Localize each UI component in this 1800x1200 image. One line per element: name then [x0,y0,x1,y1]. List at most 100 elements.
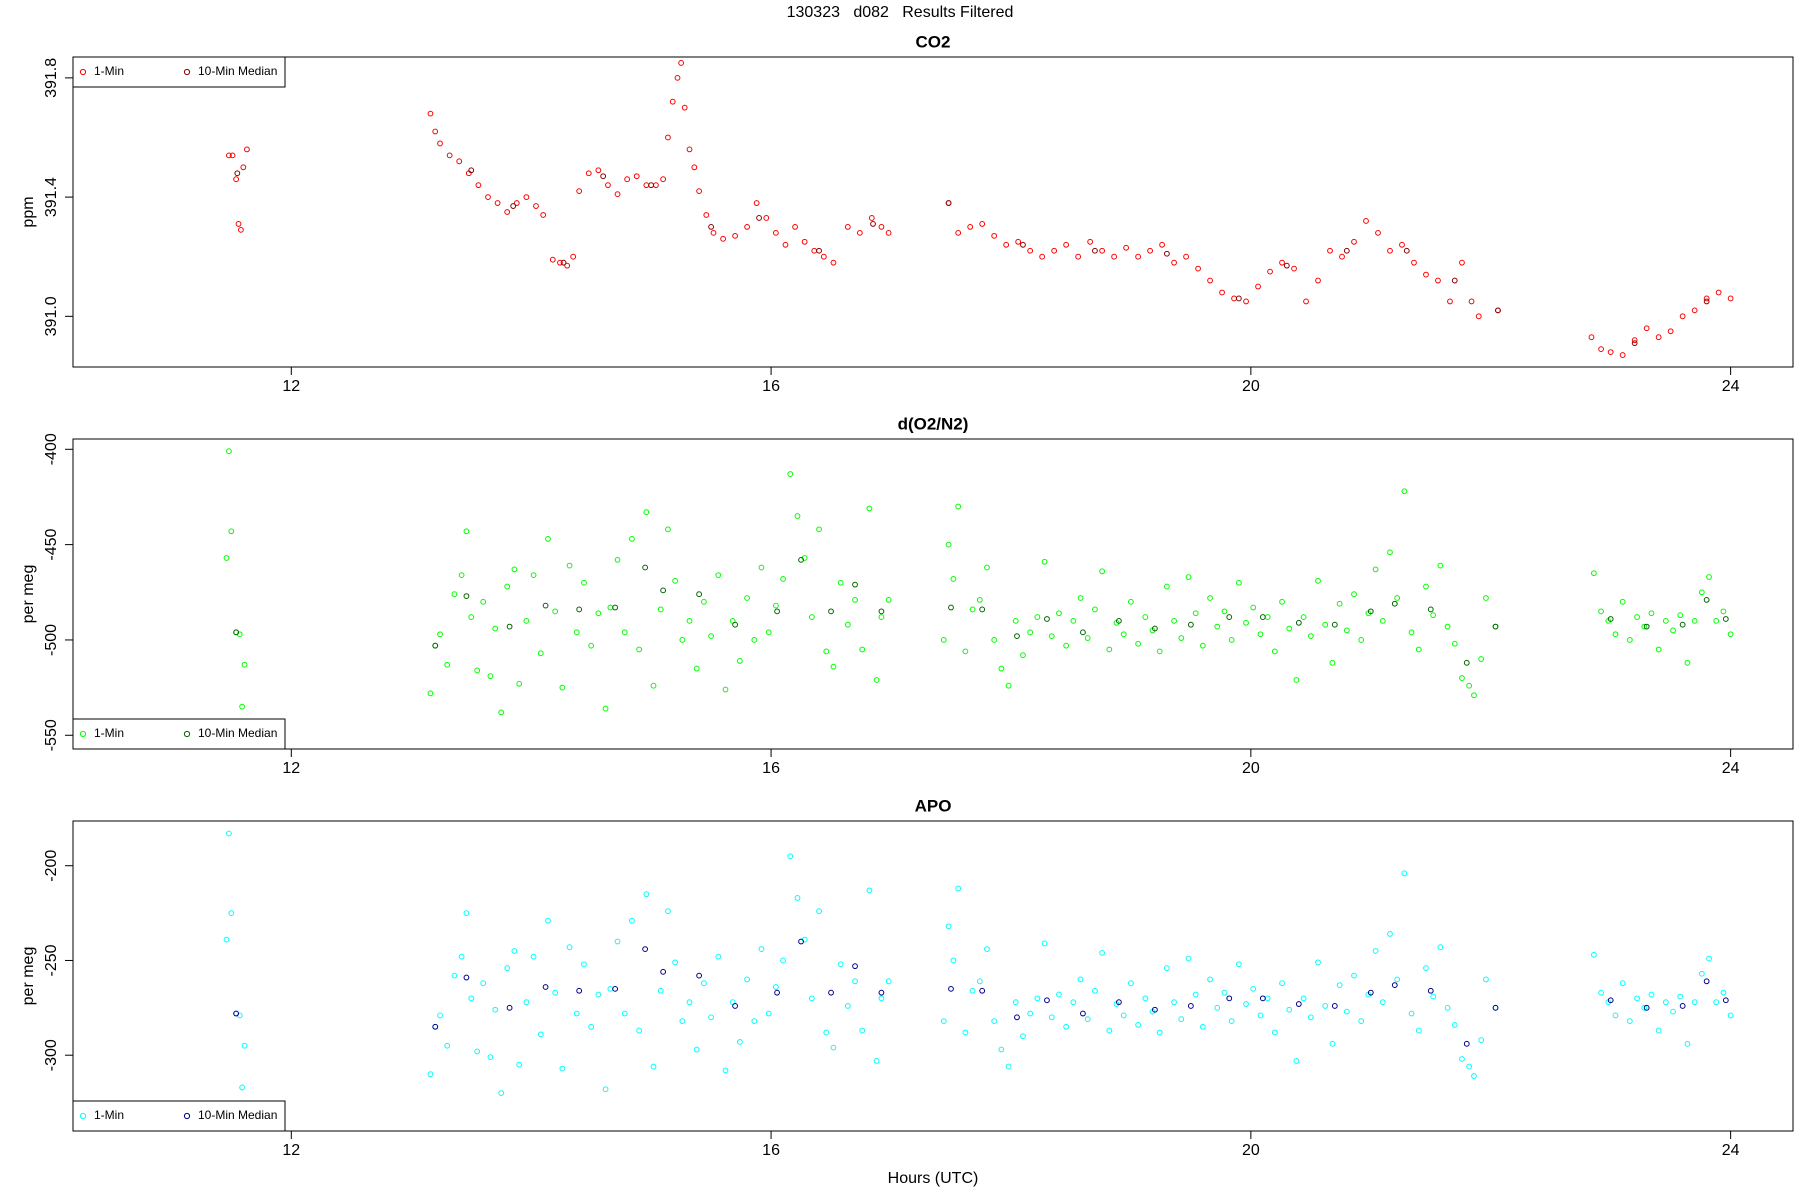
point [1259,995,1266,1002]
point [1235,961,1242,968]
y-tick-label: -400 [43,433,60,465]
point [1041,558,1048,565]
point [437,631,443,638]
point [1048,1014,1055,1021]
point [660,968,667,975]
point [588,642,595,649]
point [226,152,232,159]
point [998,1046,1005,1053]
point [1643,325,1650,332]
point [736,1039,743,1045]
point [1655,646,1662,653]
legend-marker [79,1112,87,1120]
point [1135,640,1142,647]
point [678,60,685,66]
point [456,158,463,165]
point [1307,633,1314,640]
point [1128,598,1134,605]
point [878,224,885,230]
point [681,104,688,111]
point [823,648,830,655]
point [223,936,230,943]
point [1226,995,1233,1002]
point [1027,1010,1034,1017]
point [1039,253,1046,260]
point [1379,617,1386,624]
point [1331,1003,1338,1009]
point [444,1042,451,1049]
point [233,629,240,636]
point [1336,600,1343,607]
point [506,1004,513,1011]
point [437,140,443,147]
point [722,1067,729,1074]
point [820,253,827,260]
point [1171,617,1177,624]
point [432,1023,439,1030]
point [1459,259,1465,266]
point [1387,931,1393,937]
legend-box [72,56,286,88]
point [643,891,650,898]
point [1044,997,1050,1004]
point [1214,1004,1221,1011]
point [468,995,475,1002]
point [657,606,664,613]
point [885,597,892,603]
point [940,1018,947,1024]
x-tick-label: 12 [282,378,300,395]
point [1468,298,1475,305]
point [650,1063,657,1070]
point [945,923,952,930]
point [1343,1008,1350,1015]
point [1044,616,1050,622]
point [1492,1004,1499,1011]
point [885,978,892,985]
point [1427,606,1434,613]
point [492,1006,499,1013]
point [642,946,649,952]
x-tick-label: 16 [762,378,780,395]
point [1084,1016,1091,1023]
point [1703,298,1710,305]
point [1221,608,1228,615]
point [772,984,779,990]
point [794,513,801,519]
point [1391,600,1398,607]
point [1259,614,1266,620]
point [1631,337,1638,344]
point [233,176,240,183]
point [665,526,671,533]
legend-label: 1-Min [94,726,124,740]
point [1607,997,1614,1004]
point [228,910,235,916]
point [1375,229,1381,236]
point [1020,1033,1026,1040]
point [945,200,952,206]
point [1135,1021,1142,1028]
point [1394,976,1401,983]
point [235,221,242,227]
point [1178,1016,1185,1023]
point [629,917,635,924]
point [686,999,693,1006]
point [998,665,1005,672]
point [708,1014,715,1021]
point [1185,574,1192,580]
point [1367,608,1374,615]
point [1379,999,1386,1006]
point [703,212,710,218]
point [1051,247,1058,254]
point [696,591,703,598]
point [480,980,487,987]
point [1363,218,1369,224]
point [950,576,957,582]
point [1423,965,1429,971]
point [751,1018,758,1024]
point [1279,598,1285,605]
y-tick-label: 391.8 [43,58,60,98]
point [643,509,650,516]
point [241,1042,248,1049]
point [1063,241,1070,248]
point [1343,627,1350,634]
